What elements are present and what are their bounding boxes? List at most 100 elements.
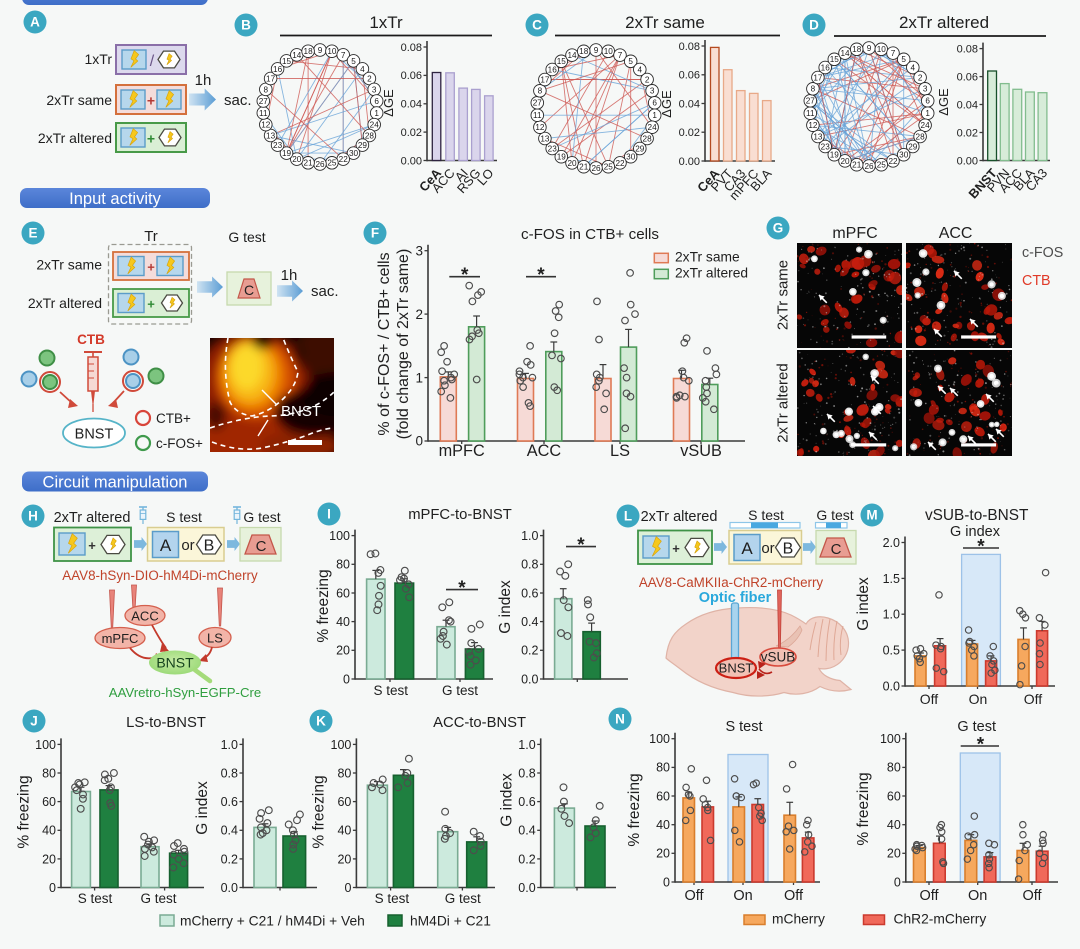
svg-text:c-FOS+: c-FOS+	[156, 436, 203, 451]
svg-text:0.00: 0.00	[401, 155, 422, 167]
svg-text:mPFC: mPFC	[102, 631, 139, 646]
svg-text:0.6: 0.6	[518, 795, 535, 809]
svg-text:1.0: 1.0	[883, 608, 900, 622]
svg-text:10: 10	[877, 45, 887, 54]
svg-text:% freezing: % freezing	[855, 772, 872, 845]
svg-text:ACC: ACC	[939, 225, 973, 242]
svg-text:1xTr: 1xTr	[85, 51, 113, 67]
svg-text:40: 40	[336, 615, 350, 629]
svg-text:vSUB: vSUB	[680, 442, 722, 460]
svg-text:0.08: 0.08	[679, 41, 700, 53]
svg-text:6: 6	[925, 97, 930, 106]
svg-text:vSUB-to-BNST: vSUB-to-BNST	[925, 507, 1029, 524]
svg-text:2xTr altered: 2xTr altered	[675, 266, 748, 281]
svg-text:100: 100	[329, 529, 350, 543]
svg-text:20: 20	[840, 157, 850, 166]
svg-text:G test: G test	[243, 509, 280, 525]
svg-text:% freezing: % freezing	[16, 775, 33, 848]
svg-text:1.0: 1.0	[518, 738, 535, 752]
svg-text:G index: G index	[855, 577, 872, 631]
svg-text:7: 7	[341, 51, 346, 60]
svg-text:mPFC-to-BNST: mPFC-to-BNST	[408, 507, 512, 523]
svg-text:2xTr altered: 2xTr altered	[28, 295, 102, 311]
svg-text:K: K	[316, 714, 326, 729]
svg-text:3: 3	[923, 85, 928, 94]
svg-text:2xTr altered: 2xTr altered	[38, 130, 112, 146]
svg-text:26: 26	[315, 160, 325, 169]
svg-text:14: 14	[840, 49, 850, 58]
svg-text:1: 1	[652, 111, 657, 120]
svg-text:ΔGE: ΔGE	[936, 88, 951, 116]
svg-text:H: H	[28, 509, 38, 524]
svg-text:Off: Off	[919, 888, 939, 904]
svg-text:13: 13	[540, 134, 550, 143]
svg-text:25: 25	[327, 159, 337, 168]
svg-text:21: 21	[579, 163, 589, 172]
svg-text:Off: Off	[1022, 888, 1042, 904]
svg-text:30: 30	[349, 149, 359, 158]
svg-text:or: or	[761, 540, 774, 557]
svg-text:Off: Off	[1024, 691, 1043, 707]
svg-text:20: 20	[567, 159, 577, 168]
svg-text:25: 25	[604, 163, 614, 172]
svg-text:(fold change of 2xTr same): (fold change of 2xTr same)	[395, 249, 412, 440]
svg-text:80: 80	[656, 761, 670, 775]
svg-text:0.00: 0.00	[957, 155, 978, 167]
svg-text:20: 20	[336, 644, 350, 658]
svg-text:2xTr same: 2xTr same	[46, 92, 112, 108]
svg-text:20: 20	[656, 847, 670, 861]
svg-text:0.2: 0.2	[518, 852, 535, 866]
svg-text:*: *	[577, 535, 585, 556]
svg-text:% freezing: % freezing	[311, 775, 328, 848]
svg-text:S test: S test	[78, 891, 113, 906]
svg-text:G test: G test	[442, 683, 478, 698]
svg-text:B: B	[783, 541, 794, 558]
svg-text:G index: G index	[497, 580, 514, 634]
svg-text:Circuit manipulation: Circuit manipulation	[43, 473, 188, 491]
svg-text:1: 1	[374, 109, 379, 118]
svg-text:C: C	[244, 282, 254, 298]
svg-text:13: 13	[813, 132, 823, 141]
svg-text:+: +	[147, 131, 155, 147]
svg-text:Optic fiber: Optic fiber	[699, 590, 772, 606]
svg-text:0.02: 0.02	[957, 127, 978, 139]
svg-text:22: 22	[888, 157, 898, 166]
svg-text:Input activity: Input activity	[69, 190, 161, 208]
svg-text:LS-to-BNST: LS-to-BNST	[126, 715, 206, 731]
svg-text:mCherry + C21 / hM4Di + Veh: mCherry + C21 / hM4Di + Veh	[180, 914, 365, 929]
svg-text:C: C	[831, 541, 842, 558]
svg-text:0.0: 0.0	[518, 881, 535, 895]
svg-text:AAV8-CaMKIIa-ChR2-mCherry: AAV8-CaMKIIa-ChR2-mCherry	[639, 575, 824, 590]
svg-text:G: G	[773, 221, 784, 236]
svg-text:27: 27	[259, 97, 269, 106]
svg-text:0.8: 0.8	[221, 766, 238, 780]
svg-text:15: 15	[557, 57, 567, 66]
svg-text:+: +	[147, 297, 155, 312]
svg-text:I: I	[327, 507, 331, 522]
svg-text:11: 11	[259, 109, 268, 118]
svg-text:13: 13	[266, 131, 276, 140]
svg-text:0.02: 0.02	[401, 127, 422, 139]
svg-text:20: 20	[337, 852, 351, 866]
svg-text:40: 40	[337, 824, 351, 838]
svg-text:28: 28	[643, 134, 653, 143]
svg-text:ACC-to-BNST: ACC-to-BNST	[433, 715, 526, 731]
svg-text:0.04: 0.04	[679, 98, 700, 110]
svg-text:0.2: 0.2	[221, 852, 238, 866]
svg-text:L: L	[624, 509, 632, 524]
svg-text:2.0: 2.0	[883, 536, 900, 550]
svg-text:2xTr altered: 2xTr altered	[54, 510, 131, 526]
svg-text:sac.: sac.	[311, 283, 339, 300]
svg-text:CTB: CTB	[1022, 273, 1051, 289]
svg-text:30: 30	[899, 151, 909, 160]
svg-text:0.4: 0.4	[518, 824, 535, 838]
svg-text:D: D	[809, 18, 819, 33]
svg-text:0.8: 0.8	[518, 766, 535, 780]
svg-text:0.08: 0.08	[401, 42, 422, 54]
svg-text:80: 80	[337, 766, 351, 780]
svg-text:60: 60	[656, 789, 670, 803]
svg-text:11: 11	[806, 109, 815, 118]
svg-text:8: 8	[264, 85, 269, 94]
svg-text:mPFC: mPFC	[832, 225, 877, 242]
svg-text:0: 0	[49, 881, 56, 895]
